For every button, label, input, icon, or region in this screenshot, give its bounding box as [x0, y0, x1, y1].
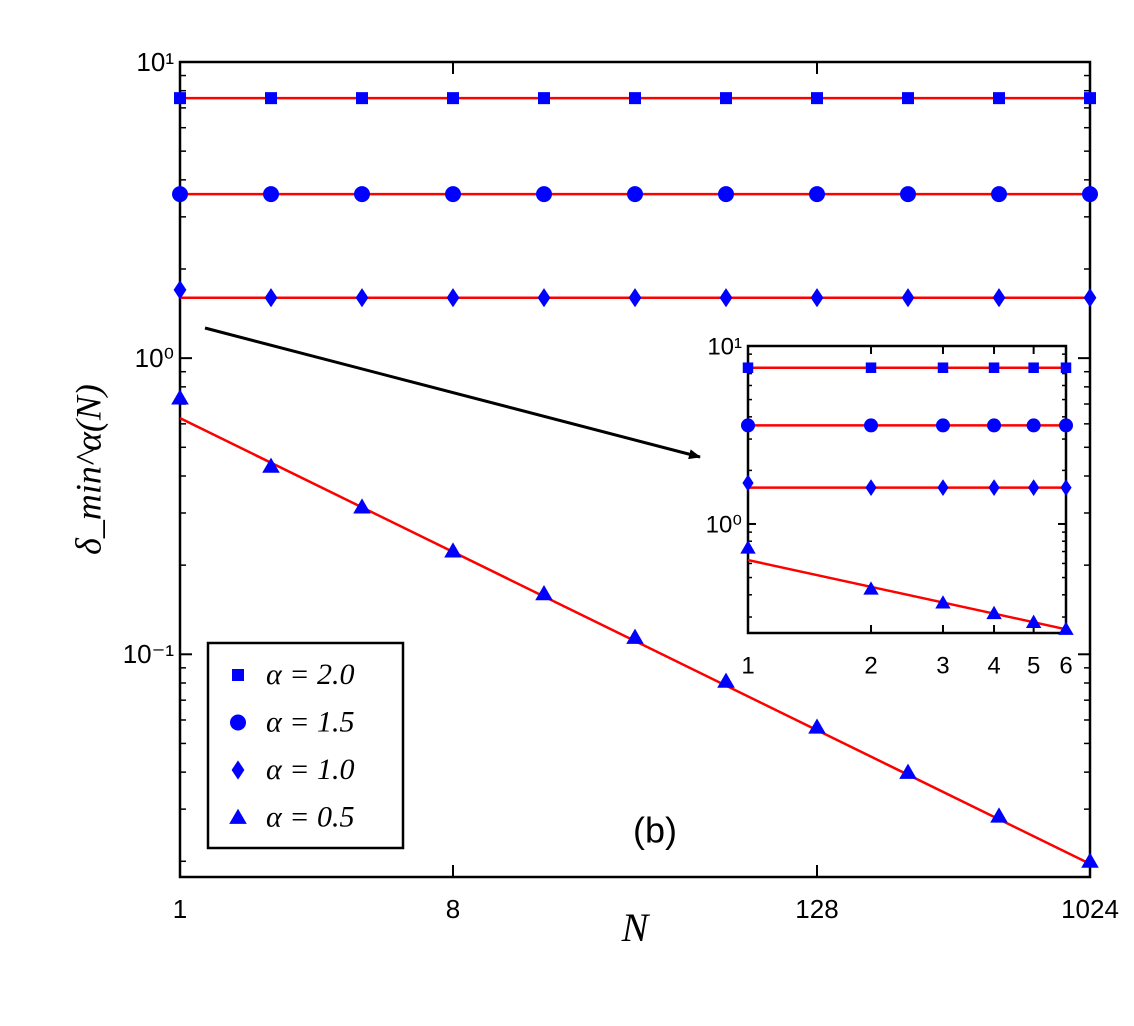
legend-label: α = 0.5 — [266, 800, 355, 833]
y-tick-label: 10⁰ — [135, 343, 174, 373]
x-axis-label: N — [621, 905, 651, 950]
marker-diamond — [446, 288, 460, 308]
marker-square — [811, 92, 823, 105]
marker-square — [937, 362, 949, 373]
marker-diamond — [937, 479, 949, 497]
marker-triangle — [535, 585, 553, 601]
marker-triangle — [935, 595, 951, 609]
marker-square — [902, 92, 914, 105]
x-tick-label: 8 — [446, 894, 460, 924]
marker-square — [265, 92, 277, 105]
x-tick-label: 1 — [173, 894, 187, 924]
marker-diamond — [1028, 479, 1040, 497]
marker-circle — [536, 186, 552, 203]
marker-diamond — [810, 288, 824, 308]
marker-square — [720, 92, 732, 105]
marker-diamond — [988, 479, 1000, 497]
marker-square — [356, 92, 368, 105]
marker-diamond — [901, 288, 915, 308]
marker-circle — [1059, 418, 1073, 433]
x-tick-label: 128 — [795, 894, 838, 924]
marker-circle — [864, 418, 879, 433]
marker-triangle — [899, 763, 917, 779]
x-tick-label: 1024 — [1061, 894, 1119, 924]
marker-triangle — [353, 498, 371, 514]
marker-diamond — [537, 288, 551, 308]
marker-diamond — [355, 288, 369, 308]
marker-triangle — [262, 457, 280, 473]
x-tick-label: 6 — [1059, 652, 1072, 679]
arrow — [204, 326, 701, 460]
marker-circle — [263, 186, 279, 203]
marker-square — [447, 92, 459, 105]
marker-square — [1084, 92, 1096, 105]
marker-square — [742, 362, 754, 373]
plot-frame — [746, 344, 1068, 635]
marker-diamond — [992, 288, 1006, 308]
marker-circle — [935, 418, 950, 433]
marker-diamond — [173, 280, 187, 300]
marker-triangle — [1081, 852, 1099, 868]
fit-line — [747, 558, 1067, 631]
marker-square — [538, 92, 550, 105]
y-tick-label: 10⁰ — [706, 511, 742, 538]
legend-label: α = 1.0 — [266, 753, 355, 786]
marker-triangle — [863, 581, 879, 595]
marker-square — [174, 92, 186, 105]
y-tick-label: 10¹ — [707, 333, 742, 360]
y-tick-label: 10¹ — [136, 47, 174, 77]
marker-diamond — [719, 288, 733, 308]
marker-triangle — [740, 540, 756, 554]
marker-diamond — [742, 474, 754, 492]
marker-circle — [741, 418, 755, 433]
marker-circle — [445, 186, 461, 203]
annotation: (b) — [633, 810, 677, 851]
marker-square — [1060, 362, 1072, 373]
marker-triangle — [808, 718, 826, 734]
marker-circle — [991, 186, 1007, 203]
marker-diamond — [865, 479, 877, 497]
marker-square — [232, 669, 244, 681]
marker-triangle — [717, 672, 735, 688]
marker-triangle — [171, 389, 189, 405]
marker-square — [1028, 362, 1039, 373]
x-tick-label: 4 — [987, 652, 1000, 679]
marker-diamond — [1083, 288, 1097, 308]
marker-circle — [172, 186, 188, 203]
marker-triangle — [986, 605, 1002, 620]
marker-square — [865, 362, 877, 373]
marker-triangle — [1025, 614, 1042, 628]
x-tick-label: 1 — [741, 652, 754, 679]
legend-label: α = 2.0 — [266, 658, 355, 691]
marker-triangle — [626, 628, 644, 644]
marker-circle — [718, 186, 734, 203]
marker-triangle — [1058, 621, 1074, 635]
marker-circle — [354, 186, 370, 203]
marker-circle — [809, 186, 825, 203]
marker-triangle — [229, 808, 247, 824]
x-tick-label: 3 — [936, 652, 949, 679]
marker-diamond — [1060, 479, 1072, 497]
marker-square — [988, 362, 1000, 373]
x-tick-label: 2 — [864, 652, 877, 679]
marker-circle — [1026, 418, 1041, 433]
marker-diamond — [628, 288, 642, 308]
x-tick-label: 5 — [1027, 652, 1040, 679]
marker-diamond — [264, 288, 278, 308]
marker-circle — [987, 418, 1002, 433]
marker-triangle — [444, 542, 462, 558]
marker-triangle — [990, 807, 1008, 823]
marker-circle — [627, 186, 643, 203]
y-tick-label: 10⁻¹ — [123, 639, 175, 669]
marker-square — [629, 92, 641, 105]
marker-square — [993, 92, 1005, 105]
marker-circle — [900, 186, 916, 203]
marker-circle — [1082, 186, 1098, 203]
marker-diamond — [231, 760, 245, 780]
y-axis-label: δ_min^α(N) — [68, 384, 108, 555]
marker-circle — [230, 714, 246, 731]
legend-label: α = 1.5 — [266, 705, 355, 738]
